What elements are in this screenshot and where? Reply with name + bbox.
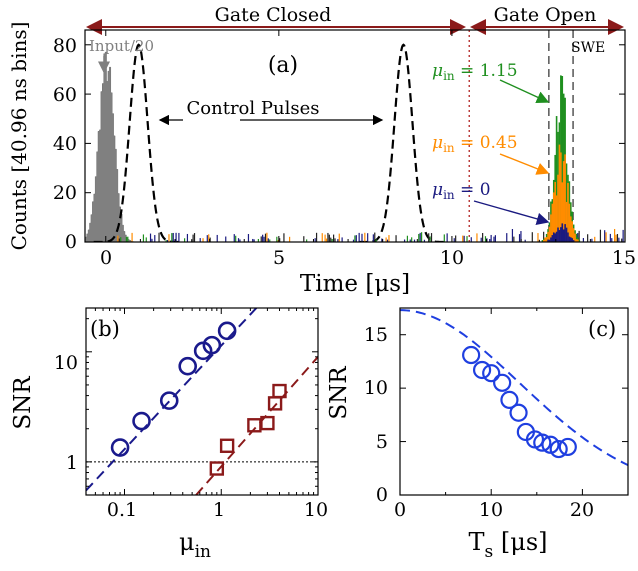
- snr-ts-point: [533, 433, 552, 452]
- panel-c-x-tick-0: 0: [394, 499, 406, 521]
- snr-point-circle: [202, 335, 222, 355]
- input-label: Input/20: [89, 37, 154, 55]
- panel-b-x-tick-10: 10: [304, 499, 328, 521]
- gate-closed-label: Gate Closed: [215, 4, 332, 26]
- panel-a-plot-area: [85, 30, 624, 242]
- panel-a-y-tick-80: 80: [53, 35, 77, 57]
- panel-a: Gate Closed Gate Open 0 5 10 15 0 20 40 …: [7, 4, 636, 297]
- panel-c-y-tick-0: 0: [376, 484, 388, 506]
- panel-c-frame: [399, 307, 629, 496]
- snr-ts-point: [558, 437, 577, 457]
- panel-a-x-axis-label: Time [μs]: [300, 271, 410, 297]
- panel-b-x-tick-01: 0.1: [107, 499, 137, 521]
- panel-c-x-tick-20: 20: [570, 499, 594, 521]
- panel-c-y-tick-10: 10: [364, 377, 388, 399]
- snr-point-square: [272, 383, 287, 399]
- panel-b-x-axis-label: μin: [179, 528, 211, 562]
- snr-ts-point: [472, 360, 492, 380]
- panel-a-frame: [84, 29, 626, 243]
- mu-115-arrow: [499, 79, 550, 104]
- panel-a-y-tick-60: 60: [53, 84, 77, 106]
- snr-point-circle: [178, 356, 197, 376]
- panel-b-tag: (b): [90, 317, 120, 341]
- snr-ts-point: [482, 364, 501, 383]
- panel-a-x-tick-10: 10: [440, 247, 464, 269]
- panel-a-y-axis-label: Counts [40.96 ns bins]: [7, 22, 31, 251]
- gate-open-label: Gate Open: [494, 4, 597, 26]
- fit-curve: [400, 309, 628, 466]
- panel-c-plot-area: [400, 309, 628, 466]
- panel-b-frame: [85, 307, 319, 496]
- panel-c-x-tick-10: 10: [479, 499, 503, 521]
- panel-a-x-tick-0: 0: [100, 247, 112, 269]
- panel-c-y-axis-label: SNR: [326, 366, 352, 420]
- panel-b-ticks: [85, 308, 318, 496]
- panel-a-x-tick-15: 15: [612, 247, 636, 269]
- panel-a-y-tick-0: 0: [65, 231, 77, 253]
- mu-0-arrow: [473, 200, 550, 226]
- panel-b-plot-area: [86, 308, 318, 495]
- panel-b-y-tick-10: 10: [54, 352, 78, 374]
- panel-b-y-axis-label: SNR: [10, 376, 36, 430]
- snr-point-circle: [217, 321, 237, 341]
- panel-a-ticks: [85, 30, 626, 243]
- panel-a-tag: (a): [268, 53, 298, 78]
- mu-045-arrow: [499, 153, 550, 175]
- panel-c-x-axis-label: Ts [μs]: [468, 528, 547, 562]
- panel-c-ticks: [399, 308, 629, 496]
- panel-a-y-tick-40: 40: [53, 133, 77, 155]
- mu-0-label: μin = 0: [432, 180, 491, 202]
- snr-point-square: [219, 438, 235, 453]
- mu-045-label: μin = 0.45: [432, 133, 518, 155]
- snr-ts-point: [462, 345, 481, 365]
- panel-a-x-tick-5: 5: [273, 247, 285, 269]
- snr-ts-point: [500, 390, 519, 409]
- panel-c-y-tick-15: 15: [364, 324, 388, 346]
- snr-point-circle: [132, 411, 151, 431]
- swe-label: SWE: [571, 40, 605, 56]
- panel-b-y-tick-1: 1: [66, 452, 78, 474]
- panel-a-y-tick-20: 20: [53, 182, 77, 204]
- snr-point-circle: [159, 391, 179, 410]
- panel-b: 0.1 1 10 1 10 SNR μin (b): [10, 307, 328, 562]
- fit-line: [86, 308, 258, 492]
- snr-point-square: [209, 461, 225, 476]
- snr-ts-point: [549, 439, 568, 459]
- panel-b-x-tick-1: 1: [213, 499, 225, 521]
- snr-ts-point: [493, 373, 512, 392]
- control-pulse: [93, 43, 183, 242]
- panel-c-tag: (c): [588, 317, 616, 341]
- snr-point-circle: [110, 438, 130, 457]
- snr-ts-point: [509, 403, 528, 422]
- panel-c-y-tick-5: 5: [376, 431, 388, 453]
- control-pulses-label: Control Pulses: [187, 98, 320, 119]
- fit-line: [195, 356, 318, 495]
- snr-point-square: [260, 415, 275, 431]
- mu-115-label: μin = 1.15: [432, 61, 518, 83]
- snr-point-square: [267, 396, 283, 411]
- panel-c: 0 10 20 0 5 10 15 SNR Ts [μs] (c): [326, 307, 629, 562]
